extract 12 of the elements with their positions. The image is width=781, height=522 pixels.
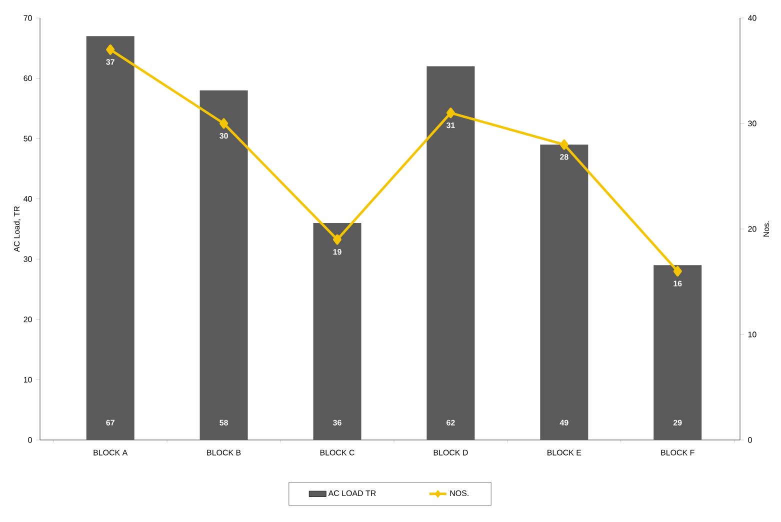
bar [200, 90, 248, 440]
bar [540, 144, 588, 440]
point [220, 118, 228, 129]
point [446, 108, 455, 118]
point [106, 44, 115, 55]
bar [426, 66, 475, 440]
point [560, 139, 568, 150]
point [333, 234, 342, 245]
bar [654, 265, 702, 440]
bar [313, 222, 362, 440]
point [673, 266, 682, 276]
bar [86, 36, 134, 440]
